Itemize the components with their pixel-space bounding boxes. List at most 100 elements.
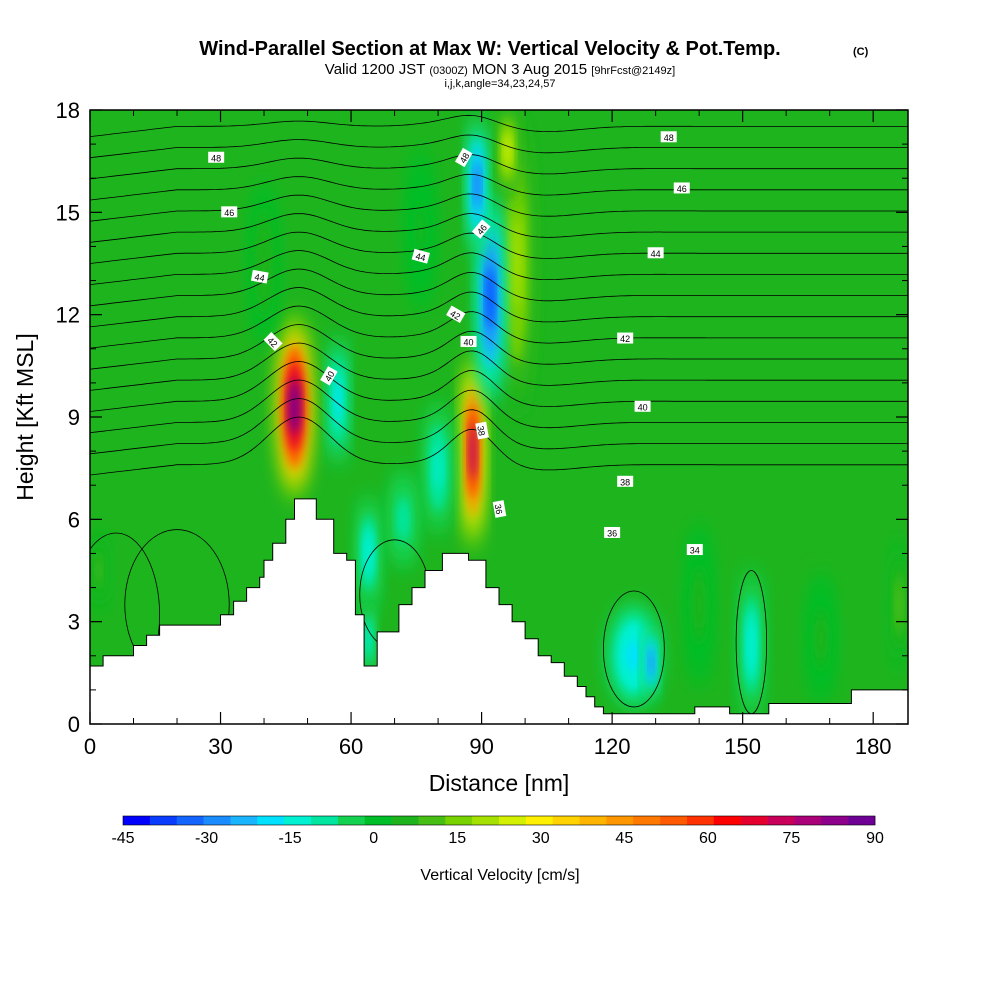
colorbar-swatch — [445, 816, 473, 825]
velocity-shade — [365, 535, 372, 571]
contour-label-text: 36 — [493, 503, 505, 515]
contour-label-text: 48 — [458, 151, 472, 165]
colorbar-swatch — [364, 816, 392, 825]
contour-label-text: 46 — [677, 184, 687, 194]
contour-label: 38 — [475, 421, 489, 440]
isentrope-line — [90, 416, 908, 476]
contour-label-box — [320, 366, 338, 386]
velocity-cell — [644, 621, 659, 704]
velocity-shade — [474, 163, 480, 207]
x-tick-label: 30 — [208, 734, 232, 759]
colorbar-tick-label: 15 — [448, 830, 466, 847]
colorbar-swatch — [552, 816, 580, 825]
velocity-shade — [896, 585, 902, 625]
isentrope-line — [90, 361, 908, 412]
colorbar-swatch — [579, 816, 607, 825]
contour-label-text: 34 — [690, 546, 700, 556]
contour-label-text: 42 — [448, 308, 462, 322]
velocity-cell — [407, 144, 434, 315]
velocity-shade — [289, 379, 300, 435]
contour-label-text: 46 — [224, 208, 234, 218]
velocity-shade — [335, 380, 341, 420]
colorbar-tick-label: 30 — [532, 830, 550, 847]
contour-label-text: 40 — [323, 369, 337, 383]
isentrope-line — [90, 231, 908, 264]
x-axis-title: Distance [nm] — [429, 770, 570, 796]
velocity-cell — [807, 570, 835, 707]
contour-label-box — [634, 400, 651, 412]
contour-label-text: 48 — [211, 153, 221, 163]
colorbar-swatch — [633, 816, 661, 825]
contour-label-box — [475, 421, 489, 440]
contour-label-text: 44 — [651, 249, 661, 259]
colorbar-title: Vertical Velocity [cm/s] — [420, 867, 579, 884]
colorbar-swatch — [848, 816, 876, 825]
contour-label-text: 42 — [620, 334, 630, 344]
colorbar-swatch — [418, 816, 446, 825]
y-tick-label: 3 — [68, 610, 80, 635]
velocity-cell — [357, 492, 380, 615]
terrain-mask — [90, 498, 908, 724]
contour-label: 34 — [686, 544, 703, 556]
contour-label: 44 — [647, 247, 664, 259]
contour-label: 40 — [634, 400, 651, 412]
colorbar-swatch — [687, 816, 715, 825]
contour-label: 40 — [460, 335, 477, 347]
contour-label: 42 — [446, 305, 466, 323]
velocity-shade — [366, 627, 371, 651]
colorbar-tick-label: -30 — [195, 830, 218, 847]
velocity-shade — [399, 504, 408, 534]
contour-label-box — [263, 332, 283, 352]
x-tick-label: 60 — [339, 734, 363, 759]
isentrope-line — [90, 342, 908, 391]
colorbar-swatch — [176, 816, 204, 825]
colorbar-swatch — [499, 816, 527, 825]
x-tick-label: 180 — [855, 734, 892, 759]
velocity-cell — [467, 110, 487, 261]
velocity-shade — [748, 623, 755, 668]
contour-label-text: 44 — [414, 251, 426, 263]
colorbar-swatch — [606, 816, 634, 825]
contour-label-box — [617, 475, 634, 487]
colorbar-tick-label: 60 — [699, 830, 717, 847]
colorbar-swatch — [525, 816, 554, 825]
isentrope-line — [90, 287, 908, 328]
contour-label: 46 — [673, 182, 690, 194]
velocity-shade — [469, 421, 477, 481]
chart-title: Wind-Parallel Section at Max W: Vertical… — [199, 38, 780, 60]
velocity-shade — [416, 205, 425, 254]
colorbar-swatch — [284, 816, 312, 825]
contour-label-text: 46 — [475, 223, 489, 237]
isentrope-line — [90, 379, 908, 434]
chart-subtitle: Valid 1200 JST (0300Z) MON 3 Aug 2015 [9… — [325, 61, 675, 78]
velocity-shade — [511, 219, 522, 308]
isentrope-line — [90, 398, 908, 455]
contour-label-box — [660, 131, 677, 143]
colorbar-swatch — [337, 816, 366, 825]
contour-label-box — [673, 182, 690, 194]
contour-label: 42 — [617, 332, 634, 344]
contour-label-text: 40 — [638, 402, 648, 412]
colorbar-swatch — [660, 816, 688, 825]
velocity-shade — [434, 448, 442, 488]
contour-label-box — [647, 247, 664, 259]
x-tick-label: 0 — [84, 734, 96, 759]
colorbar-swatch — [257, 816, 285, 825]
contour-label: 48 — [208, 151, 225, 163]
velocity-cell — [328, 331, 348, 469]
colorbar-swatch — [311, 816, 339, 825]
colorbar-swatch — [821, 816, 849, 825]
isentrope-line — [90, 305, 908, 349]
title-copyright-mark: (C) — [853, 46, 869, 58]
velocity-shade — [486, 266, 494, 329]
contour-label-box — [446, 305, 466, 323]
contour-label-text: 44 — [254, 272, 266, 284]
y-tick-label: 18 — [56, 98, 80, 123]
colorbar-swatch — [203, 816, 231, 825]
potential-temperature-contours — [90, 114, 908, 715]
contour-label: 36 — [492, 500, 507, 518]
contour-label-text: 40 — [464, 337, 474, 347]
